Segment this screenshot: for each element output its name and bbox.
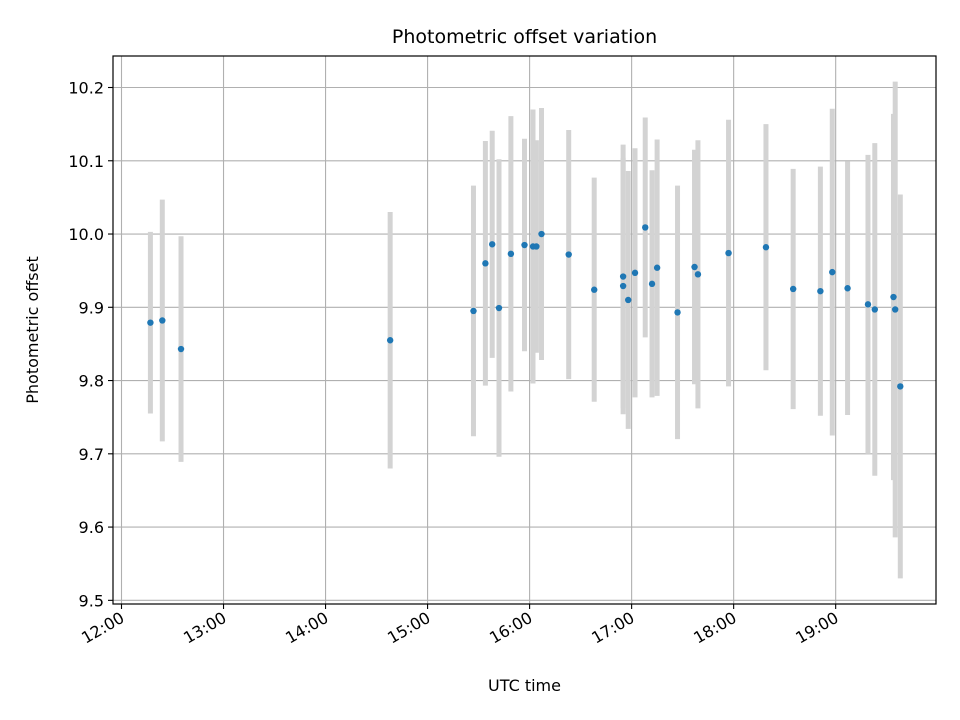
data-point [177, 345, 185, 353]
data-point [891, 306, 899, 313]
data-point [694, 271, 702, 278]
plot-frame [112, 55, 937, 605]
data-point [653, 264, 661, 271]
y-tick-label: 9.8 [79, 372, 104, 391]
data-point [625, 296, 632, 304]
chart-title: Photometric offset variation [392, 26, 657, 48]
data-point [488, 241, 496, 248]
y-tick-label: 10.2 [68, 79, 104, 98]
data-point [495, 304, 503, 312]
data-point [619, 282, 627, 290]
data-point [762, 244, 770, 251]
data-point [674, 309, 681, 316]
data-point [829, 268, 836, 276]
data-point [147, 319, 154, 326]
data-point [521, 241, 528, 249]
data-point [817, 287, 824, 295]
data-point [725, 249, 732, 257]
data-points [147, 224, 904, 390]
y-tick-label: 9.6 [79, 518, 104, 537]
data-point [386, 337, 394, 344]
y-tick-label: 10.0 [68, 225, 104, 244]
y-tick-label: 9.7 [79, 445, 104, 464]
data-point [507, 250, 515, 258]
x-axis-label: UTC time [488, 676, 561, 695]
data-point [533, 243, 540, 250]
data-point [565, 251, 572, 258]
data-point [897, 383, 904, 390]
data-point [642, 224, 649, 231]
data-point [470, 307, 477, 315]
y-tick-label: 10.1 [68, 152, 104, 171]
data-point [159, 317, 166, 324]
data-point [844, 285, 851, 292]
data-point [890, 293, 897, 301]
data-point [591, 286, 598, 293]
data-point [619, 273, 627, 280]
y-axis-ticks: 9.5 9.6 9.7 9.8 9.9 10.0 10.1 10.2 [68, 79, 113, 610]
y-axis-label: Photometric offset [23, 256, 42, 404]
data-point [864, 301, 872, 308]
data-point [538, 230, 545, 238]
data-point [482, 260, 489, 267]
data-point [648, 280, 656, 288]
y-tick-label: 9.5 [79, 591, 104, 610]
data-point [631, 269, 639, 277]
data-point [871, 306, 878, 313]
y-tick-label: 9.9 [79, 298, 104, 317]
data-point [789, 285, 797, 293]
data-point [691, 263, 698, 271]
